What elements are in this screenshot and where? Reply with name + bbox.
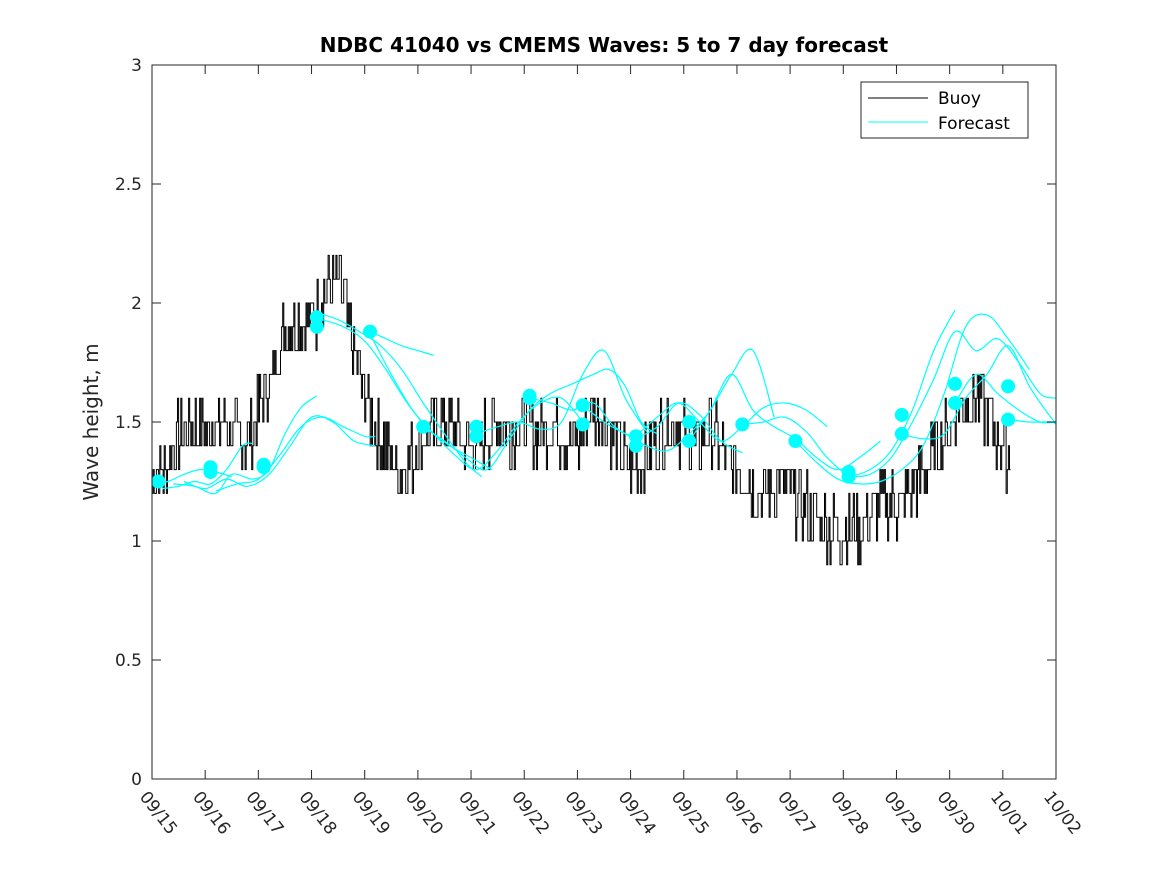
y-tick-label-5: 2.5	[115, 175, 142, 195]
forecast-line-18	[901, 345, 1057, 440]
forecast-line-10	[476, 349, 648, 435]
forecast-line-17	[848, 330, 1057, 478]
y-tick-label-2: 1	[131, 532, 142, 552]
y-tick-label-3: 1.5	[115, 413, 142, 433]
forecast-line-2	[173, 395, 318, 495]
forecast-dot-22	[841, 469, 856, 484]
forecast-dot-10	[469, 429, 484, 444]
chart-title: NDBC 41040 vs CMEMS Waves: 5 to 7 day fo…	[320, 33, 889, 57]
buoy-line	[152, 254, 1011, 566]
forecast-dot-0	[151, 474, 166, 489]
forecast-dot-25	[948, 376, 962, 391]
forecast-start-dots	[151, 310, 1016, 489]
forecast-line-7	[369, 331, 434, 356]
forecast-line-13	[635, 402, 828, 442]
forecast-dot-4	[256, 460, 271, 475]
forecast-line-4	[215, 416, 376, 492]
legend-box	[860, 81, 1029, 139]
forecast-dot-6	[309, 319, 324, 334]
forecast-dot-26	[948, 396, 962, 410]
forecast-line-12	[582, 348, 775, 452]
forecast-dot-24	[894, 426, 909, 441]
forecast-dot-18	[682, 434, 697, 448]
legend-buoy-label: Buoy	[938, 89, 981, 109]
y-axis-label: Wave height, m	[79, 343, 103, 500]
forecast-line-9	[422, 368, 658, 471]
forecast-dot-17	[682, 415, 697, 429]
forecast-dot-27	[1001, 379, 1016, 394]
buoy-series	[152, 254, 1011, 566]
forecast-dot-2	[203, 465, 218, 479]
forecast-dot-20	[788, 434, 803, 448]
y-tick-label-4: 2	[131, 294, 142, 314]
legend-forecast-label: Forecast	[938, 114, 1010, 134]
forecast-line-1	[162, 442, 254, 490]
forecast-line-20	[1008, 419, 1057, 425]
legend: Buoy Forecast	[860, 81, 1029, 139]
forecast-line-8	[369, 333, 584, 471]
forecast-dot-12	[522, 391, 537, 406]
forecast-line-3	[183, 415, 376, 490]
forecast-dot-8	[416, 419, 431, 434]
forecast-dot-23	[894, 407, 909, 422]
y-tick-label-0: 0	[131, 770, 142, 790]
forecast-dot-13	[575, 398, 590, 413]
forecast-line-5	[316, 311, 483, 478]
forecast-dot-14	[575, 417, 590, 432]
y-tick-label-6: 3	[131, 56, 142, 76]
forecast-dot-28	[1001, 412, 1016, 427]
forecast-dot-7	[363, 324, 377, 339]
forecast-dot-19	[735, 417, 750, 432]
y-tick-label-1: 0.5	[115, 651, 142, 671]
forecast-line-16	[794, 313, 1030, 485]
forecast-dot-16	[628, 438, 643, 453]
